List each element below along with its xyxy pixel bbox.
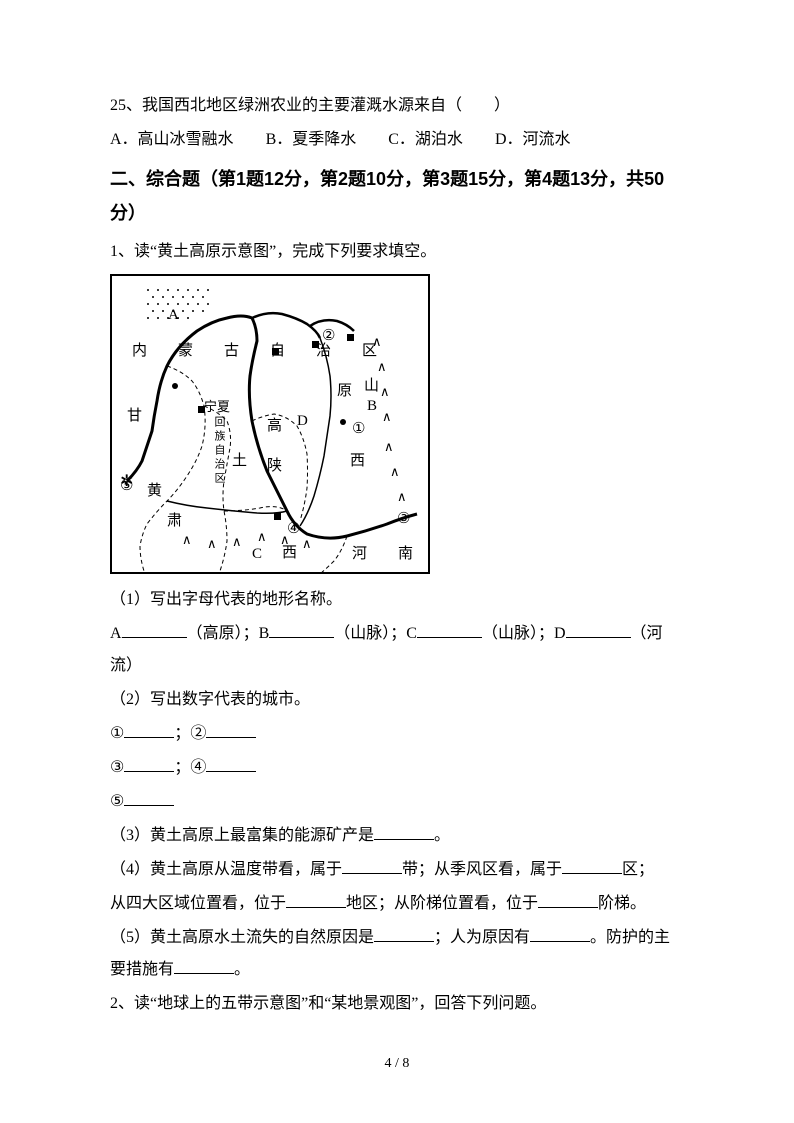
blank-step[interactable] <box>538 890 598 908</box>
map-label-huang: 黄 <box>147 476 162 506</box>
svg-text:∧: ∧ <box>380 384 390 399</box>
question-25-text: 25、我国西北地区绿洲农业的主要灌溉水源来自（ ） <box>110 90 684 122</box>
q1-sub1-blanks: A（高原）；B（山脉）；C（山脉）；D（河流） <box>110 618 684 682</box>
sub4-b: 带；从季风区看，属于 <box>402 861 562 878</box>
blank-human[interactable] <box>530 924 590 942</box>
blank-mineral[interactable] <box>374 822 434 840</box>
q1-sub5: （5）黄土高原水土流失的自然原因是；人为原因有。防护的主要措施有。 <box>110 922 684 986</box>
svg-text:∧: ∧ <box>207 536 217 551</box>
blank-region[interactable] <box>286 890 346 908</box>
blank-5[interactable] <box>124 788 174 806</box>
map-label-C: C <box>252 539 262 569</box>
question-25-options: A．高山冰雪融水 B．夏季降水 C．湖泊水 D．河流水 <box>110 124 684 156</box>
map-label-B: B <box>367 391 377 421</box>
svg-text:∧: ∧ <box>384 439 394 454</box>
num-4: ；④ <box>174 759 206 776</box>
blank-2[interactable] <box>206 720 256 738</box>
blank-temp[interactable] <box>342 856 402 874</box>
map-label-su: 肃 <box>167 506 182 536</box>
svg-text:∧: ∧ <box>397 489 407 504</box>
q1-sub2-line1: ① ；② <box>110 718 684 750</box>
section-2-header: 二、综合题（第1题12分，第2题10分，第3题15分，第4题13分，共50分） <box>110 162 684 230</box>
option-d: D．河流水 <box>495 124 571 156</box>
sub4-a: （4）黄土高原从温度带看，属于 <box>110 861 342 878</box>
q1-intro: 1、读“黄土高原示意图”，完成下列要求填空。 <box>110 236 684 268</box>
loess-plateau-map: ∧ ∧ ∧ ∧ ∧ ∧ ∧ ∧ ∧ ∧ ∧ ∧ ∧ ✲ 内 蒙 古 自 治 区 … <box>110 274 430 574</box>
sub3-text: （3）黄土高原上最富集的能源矿产是 <box>110 827 374 844</box>
map-label-A: A <box>168 300 179 330</box>
blank-d[interactable] <box>566 620 631 638</box>
q1-sub4-line2: 从四大区域位置看，位于 地区；从阶梯位置看，位于 阶梯。 <box>110 888 684 920</box>
map-label-henan: 河 南 <box>352 539 421 569</box>
sub5-a: （5）黄土高原水土流失的自然原因是 <box>110 929 374 946</box>
map-marker-1: ① <box>352 414 365 444</box>
map-marker-5: ⑤ <box>120 471 133 501</box>
blank-c[interactable] <box>417 620 482 638</box>
map-label-neimenggu: 内 蒙 古 自 治 区 <box>132 336 385 366</box>
q1-sub4-line1: （4）黄土高原从温度带看，属于 带；从季风区看，属于 区； <box>110 854 684 886</box>
q1-sub2-line2: ③ ；④ <box>110 752 684 784</box>
map-marker-3: ③ <box>397 504 410 534</box>
num-3: ③ <box>110 759 124 776</box>
q2-intro: 2、读“地球上的五带示意图”和“某地景观图”，回答下列问题。 <box>110 988 684 1020</box>
svg-text:∧: ∧ <box>390 464 400 479</box>
q1-sub3: （3）黄土高原上最富集的能源矿产是 。 <box>110 820 684 852</box>
map-marker-4: ④ <box>287 514 300 544</box>
blank-b[interactable] <box>269 620 334 638</box>
blank-monsoon[interactable] <box>562 856 622 874</box>
label-c: （山脉）；D <box>482 625 566 642</box>
sub4-f: 阶梯。 <box>598 895 646 912</box>
map-label-xi1: 西 <box>350 446 365 476</box>
option-b: B．夏季降水 <box>266 124 357 156</box>
blank-natural[interactable] <box>374 924 434 942</box>
blank-measure[interactable] <box>174 956 234 974</box>
svg-text:∧: ∧ <box>302 536 312 551</box>
num-1: ① <box>110 725 124 742</box>
sub3-end: 。 <box>434 827 450 844</box>
blank-1[interactable] <box>124 720 174 738</box>
sub4-d: 从四大区域位置看，位于 <box>110 895 286 912</box>
blank-a[interactable] <box>122 620 187 638</box>
blank-3[interactable] <box>124 754 174 772</box>
option-a: A．高山冰雪融水 <box>110 124 234 156</box>
label-b: （山脉）；C <box>334 625 417 642</box>
map-label-tu: 土 <box>232 446 247 476</box>
label-a: （高原）；B <box>187 625 270 642</box>
num-2: ；② <box>174 725 206 742</box>
blank-4[interactable] <box>206 754 256 772</box>
map-label-ningxia2: 回族自治区 <box>208 416 230 486</box>
q1-sub2: （2）写出数字代表的城市。 <box>110 684 684 716</box>
svg-text:∧: ∧ <box>232 534 242 549</box>
option-c: C．湖泊水 <box>388 124 463 156</box>
sub5-b: ；人为原因有 <box>434 929 530 946</box>
svg-text:∧: ∧ <box>182 532 192 547</box>
svg-text:∧: ∧ <box>382 409 392 424</box>
sub4-c: 区； <box>622 861 654 878</box>
map-label-yuan: 原 <box>337 376 352 406</box>
map-marker-2: ② <box>322 321 335 351</box>
page-number: 4 / 8 <box>0 1050 794 1078</box>
q1-sub1: （1）写出字母代表的地形名称。 <box>110 584 684 616</box>
map-label-shaan: 陕 <box>267 451 282 481</box>
sub5-d: 。 <box>234 961 250 978</box>
num-5: ⑤ <box>110 793 124 810</box>
label-a-prefix: A <box>110 625 122 642</box>
q1-sub2-line3: ⑤ <box>110 786 684 818</box>
map-label-gao: 高 <box>267 411 282 441</box>
map-label-D: D <box>297 406 308 436</box>
sub4-e: 地区；从阶梯位置看，位于 <box>346 895 538 912</box>
map-label-gan: 甘 <box>127 401 142 431</box>
